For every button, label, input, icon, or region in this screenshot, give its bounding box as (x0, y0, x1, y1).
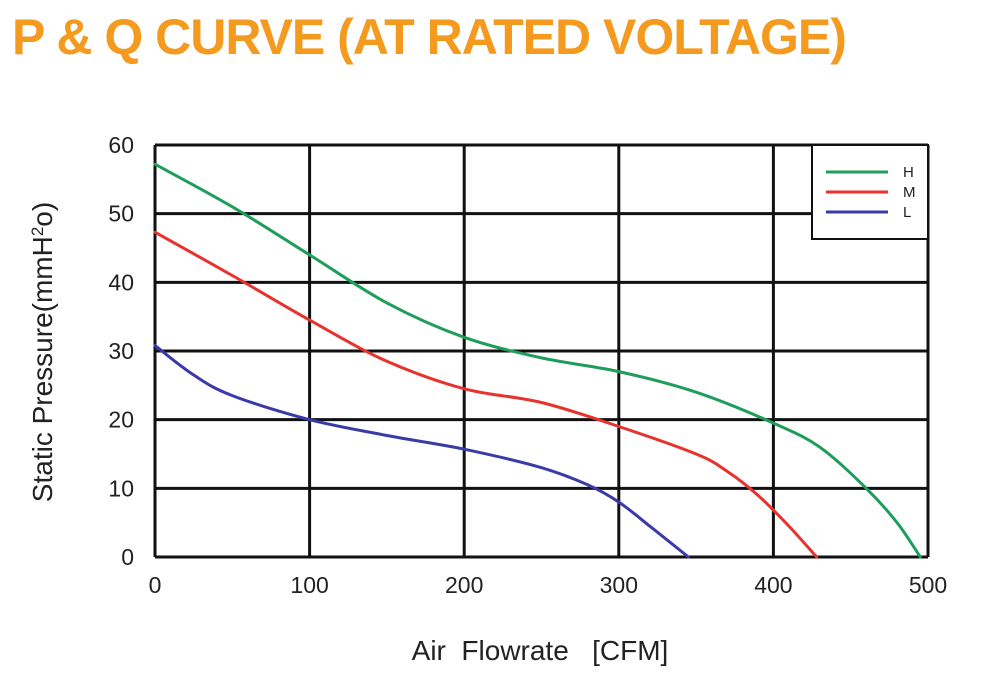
x-axis-label: Air Flowrate [CFM] (412, 635, 669, 666)
y-tick-label: 40 (108, 269, 134, 295)
y-axis-label-tail: o) (27, 202, 58, 227)
y-tick-label: 50 (108, 201, 134, 227)
x-tick-label: 0 (149, 572, 162, 598)
y-tick-label: 60 (108, 132, 134, 158)
x-tick-labels: 0 100 200 300 400 500 (149, 572, 948, 598)
x-tick-label: 100 (290, 572, 328, 598)
series-line-m (153, 230, 819, 559)
y-axis-label-sup: 2 (28, 227, 47, 236)
grid (153, 143, 930, 559)
legend-label-m: M (903, 184, 916, 201)
y-tick-label: 0 (121, 544, 134, 570)
y-axis-label: Static Pressure(mmH2o) (27, 202, 58, 502)
series-lines (153, 162, 922, 559)
y-axis-label-main: Static Pressure(mmH (27, 236, 58, 502)
x-tick-label: 500 (909, 572, 947, 598)
y-tick-label: 30 (108, 338, 134, 364)
series-line-h (153, 162, 922, 559)
series-line-l (153, 344, 690, 559)
y-tick-label: 20 (108, 407, 134, 433)
y-tick-label: 10 (108, 475, 134, 501)
y-tick-labels: 0 10 20 30 40 50 60 (108, 132, 134, 570)
legend-label-l: L (903, 204, 911, 221)
chart-title: P & Q CURVE (AT RATED VOLTAGE) (12, 9, 847, 65)
legend: HML (811, 144, 929, 240)
x-tick-label: 300 (600, 572, 638, 598)
legend-label-h: H (903, 164, 914, 181)
x-tick-label: 200 (445, 572, 483, 598)
x-tick-label: 400 (754, 572, 792, 598)
